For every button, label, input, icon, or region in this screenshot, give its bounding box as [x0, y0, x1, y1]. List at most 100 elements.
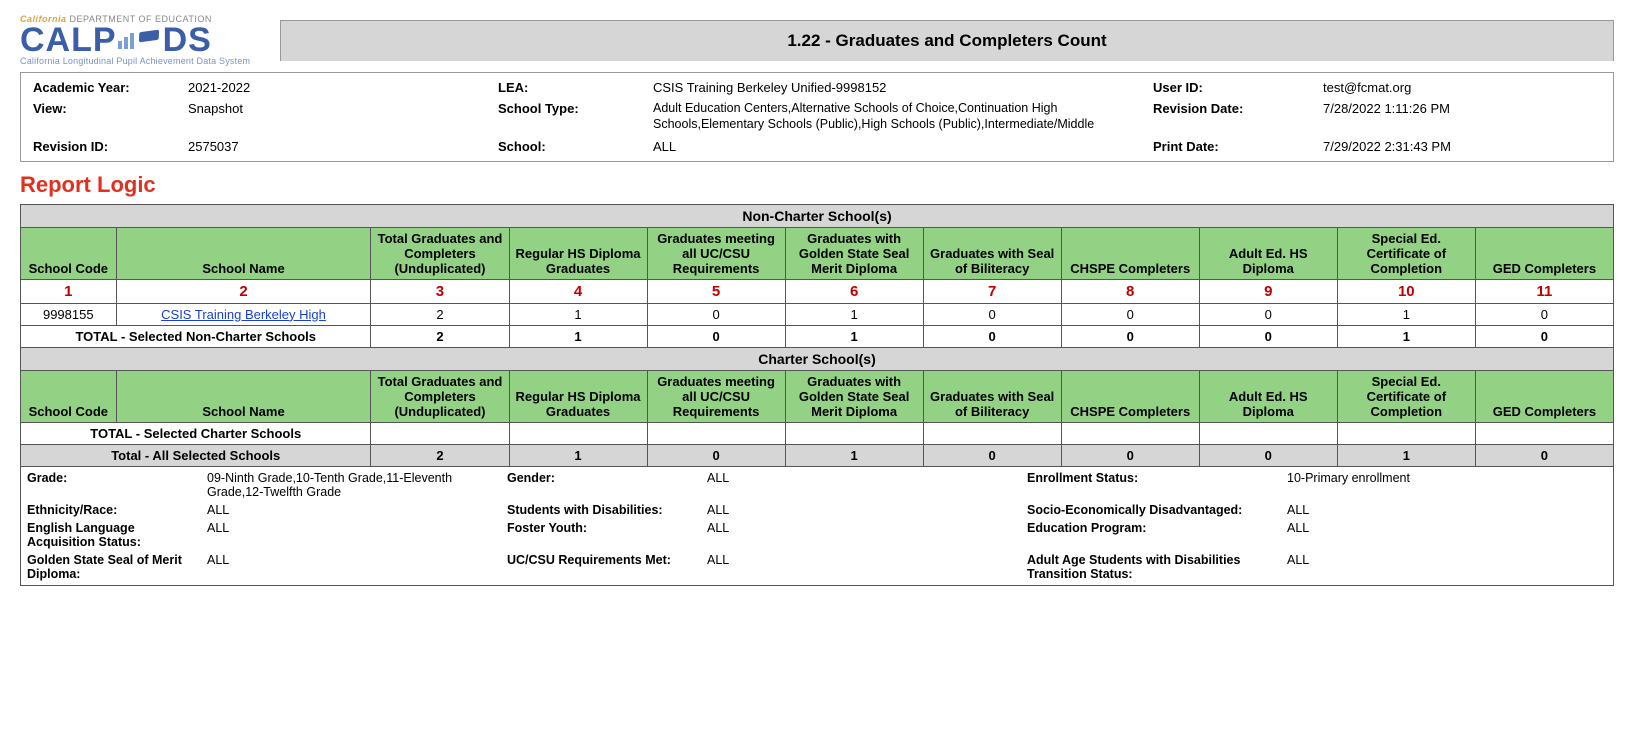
cell: 0: [923, 303, 1061, 325]
meta-value-academic-year: 2021-2022: [184, 77, 494, 98]
red-num: 4: [509, 279, 647, 303]
col-hdr: Adult Ed. HS Diploma: [1199, 227, 1337, 279]
meta-value-revision-id: 2575037: [184, 136, 494, 157]
cell: 2: [371, 325, 509, 347]
cell: 0: [923, 444, 1061, 466]
meta-label-user-id: User ID:: [1149, 77, 1319, 98]
filter-value-enroll: 10-Primary enrollment: [1281, 469, 1601, 501]
meta-label-lea: LEA:: [494, 77, 649, 98]
col-hdr: School Name: [116, 370, 371, 422]
cell: 0: [1061, 444, 1199, 466]
cell: 0: [1199, 303, 1337, 325]
filter-label-gender: Gender:: [501, 469, 701, 501]
logo-main-right: DS: [163, 24, 212, 56]
meta-label-revision-date: Revision Date:: [1149, 98, 1319, 135]
col-hdr: GED Completers: [1475, 370, 1613, 422]
filter-label-uccsu: UC/CSU Requirements Met:: [501, 551, 701, 583]
cell-school-name: CSIS Training Berkeley High: [116, 303, 371, 325]
cell: 0: [1061, 325, 1199, 347]
cell: 1: [785, 444, 923, 466]
meta-value-lea: CSIS Training Berkeley Unified-9998152: [649, 77, 1149, 98]
report-meta: Academic Year: 2021-2022 LEA: CSIS Train…: [20, 72, 1614, 161]
charter-total-row: TOTAL - Selected Charter Schools: [21, 422, 1614, 444]
logo-main-left: CALP: [20, 24, 117, 56]
cell: 0: [647, 303, 785, 325]
col-hdr: CHSPE Completers: [1061, 370, 1199, 422]
section-header-charter: Charter School(s): [21, 347, 1614, 370]
filter-value-sed: ALL: [1281, 501, 1601, 519]
cell: 0: [1199, 325, 1337, 347]
cell: 2: [371, 444, 509, 466]
cell: [1061, 422, 1199, 444]
logo-main: CALP DS: [20, 24, 280, 56]
school-link[interactable]: CSIS Training Berkeley High: [161, 307, 326, 322]
meta-value-school-type: Adult Education Centers,Alternative Scho…: [649, 98, 1149, 135]
cell: 1: [1337, 325, 1475, 347]
filter-label-foster: Foster Youth:: [501, 519, 701, 551]
section-header-noncharter: Non-Charter School(s): [21, 204, 1614, 227]
filter-label-edprog: Education Program:: [1021, 519, 1281, 551]
cell: 0: [1475, 325, 1613, 347]
cell: 0: [647, 444, 785, 466]
cell-school-code: 9998155: [21, 303, 117, 325]
meta-label-revision-id: Revision ID:: [29, 136, 184, 157]
noncharter-total-row: TOTAL - Selected Non-Charter Schools 2 1…: [21, 325, 1614, 347]
red-number-row: 1 2 3 4 5 6 7 8 9 10 11: [21, 279, 1614, 303]
red-num: 9: [1199, 279, 1337, 303]
table-row: 9998155 CSIS Training Berkeley High 2 1 …: [21, 303, 1614, 325]
col-hdr: Graduates with Golden State Seal Merit D…: [785, 370, 923, 422]
column-header-row-charter: School Code School Name Total Graduates …: [21, 370, 1614, 422]
cell: 0: [1475, 303, 1613, 325]
col-hdr: Graduates with Seal of Biliteracy: [923, 227, 1061, 279]
logo-subtitle: California Longitudinal Pupil Achievemen…: [20, 56, 280, 66]
filter-value-gender: ALL: [701, 469, 1021, 501]
cell: [1199, 422, 1337, 444]
logo-gradcap-icon: [136, 27, 162, 53]
red-num: 8: [1061, 279, 1199, 303]
col-hdr: Special Ed. Certificate of Completion: [1337, 227, 1475, 279]
col-hdr: Total Graduates and Completers (Unduplic…: [371, 370, 509, 422]
meta-label-print-date: Print Date:: [1149, 136, 1319, 157]
section-noncharter-label: Non-Charter School(s): [21, 204, 1614, 227]
cell: 1: [1337, 303, 1475, 325]
filter-value-ela: ALL: [201, 519, 501, 551]
col-hdr: Special Ed. Certificate of Completion: [1337, 370, 1475, 422]
cell: 1: [509, 444, 647, 466]
col-hdr: School Name: [116, 227, 371, 279]
cell: [923, 422, 1061, 444]
cell: 1: [785, 303, 923, 325]
grand-total-label: Total - All Selected Schools: [21, 444, 371, 466]
meta-value-school: ALL: [649, 136, 1149, 157]
section-charter-label: Charter School(s): [21, 347, 1614, 370]
col-hdr: Graduates with Golden State Seal Merit D…: [785, 227, 923, 279]
col-hdr: Regular HS Diploma Graduates: [509, 370, 647, 422]
filter-value-ethnicity: ALL: [201, 501, 501, 519]
red-num: 5: [647, 279, 785, 303]
filter-label-enroll: Enrollment Status:: [1021, 469, 1281, 501]
red-num: 7: [923, 279, 1061, 303]
col-hdr: Total Graduates and Completers (Unduplic…: [371, 227, 509, 279]
col-hdr: CHSPE Completers: [1061, 227, 1199, 279]
noncharter-total-label: TOTAL - Selected Non-Charter Schools: [21, 325, 371, 347]
filters-panel: Grade: 09-Ninth Grade,10-Tenth Grade,11-…: [20, 467, 1614, 586]
cell: [509, 422, 647, 444]
filter-label-ethnicity: Ethnicity/Race:: [21, 501, 201, 519]
filter-label-grade: Grade:: [21, 469, 201, 501]
cell: 1: [1337, 444, 1475, 466]
filter-label-swd: Students with Disabilities:: [501, 501, 701, 519]
red-num: 10: [1337, 279, 1475, 303]
col-hdr: School Code: [21, 227, 117, 279]
red-num: 2: [116, 279, 371, 303]
cell: [785, 422, 923, 444]
filter-value-edprog: ALL: [1281, 519, 1601, 551]
cell: 2: [371, 303, 509, 325]
top-bar: California DEPARTMENT OF EDUCATION CALP …: [20, 10, 1614, 70]
report-logic-heading: Report Logic: [20, 172, 1614, 198]
cell: 1: [509, 325, 647, 347]
meta-label-school-type: School Type:: [494, 98, 649, 135]
cell: 0: [1475, 444, 1613, 466]
filter-value-uccsu: ALL: [701, 551, 1021, 583]
cell: 0: [923, 325, 1061, 347]
logo-bars-icon: [118, 29, 134, 49]
report-table: Non-Charter School(s) School Code School…: [20, 204, 1614, 467]
